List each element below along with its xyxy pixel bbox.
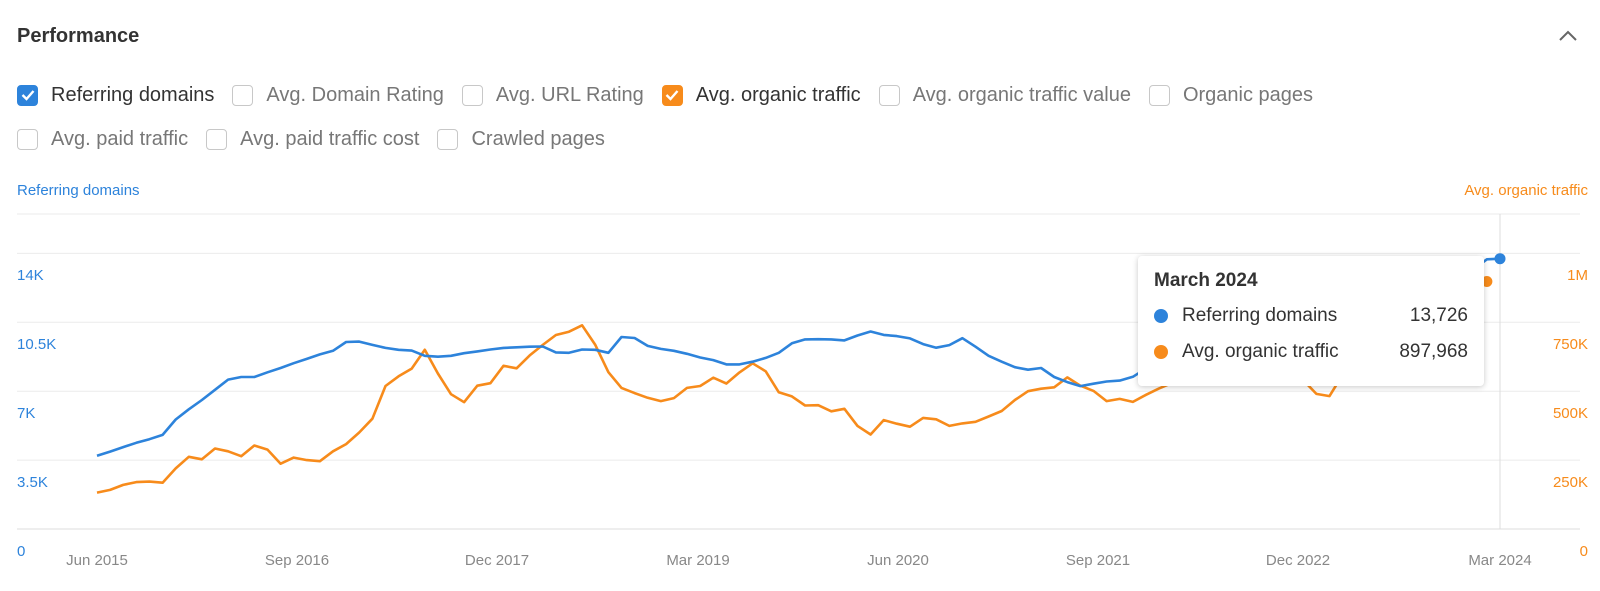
metric-option-label: Crawled pages xyxy=(471,127,605,150)
metric-option[interactable]: Avg. organic traffic xyxy=(661,83,861,107)
tooltip-series-name: Avg. organic traffic xyxy=(1182,341,1339,362)
tooltip-row: Referring domains 13,726 xyxy=(1154,304,1468,328)
checkbox-icon[interactable] xyxy=(232,84,254,106)
metric-option-label: Avg. URL Rating xyxy=(495,83,644,106)
series-point xyxy=(1481,275,1493,287)
metric-option-label: Avg. Domain Rating xyxy=(266,83,444,106)
checkbox-icon[interactable] xyxy=(878,84,900,106)
metric-option[interactable]: Crawled pages xyxy=(437,127,605,151)
tooltip-series-value: 897,968 xyxy=(1399,341,1468,362)
x-tick-label: Sep 2021 xyxy=(1065,552,1131,569)
tooltip-row: Avg. organic traffic 897,968 xyxy=(1154,340,1468,364)
left-tick-label: 0 xyxy=(17,543,26,560)
series-point xyxy=(1494,253,1506,265)
chart-tooltip: March 2024 Referring domains 13,726 Avg.… xyxy=(1138,256,1484,386)
metric-option-label: Avg. paid traffic cost xyxy=(240,127,420,150)
x-tick-label: Jun 2020 xyxy=(867,552,929,569)
right-tick-label: 1M xyxy=(1567,267,1588,285)
options-row: Avg. paid traffic Avg. paid traffic cost C… xyxy=(17,124,1580,154)
checkbox-icon[interactable] xyxy=(461,84,483,106)
metric-option[interactable]: Avg. paid traffic cost xyxy=(206,128,419,151)
tooltip-series-name: Referring domains xyxy=(1182,305,1338,326)
left-tick-label: 7K xyxy=(17,405,36,423)
metric-option-label: Organic pages xyxy=(1182,83,1314,106)
checkbox-icon[interactable] xyxy=(1148,84,1170,106)
metric-option-label: Avg. paid traffic xyxy=(51,127,189,150)
right-axis-title: Avg. organic traffic xyxy=(1464,182,1588,199)
left-axis-title: Referring domains xyxy=(17,182,140,199)
chevron-up-icon[interactable] xyxy=(1556,24,1580,48)
performance-header: Performance xyxy=(17,22,1580,50)
left-tick-label: 14K xyxy=(17,267,44,285)
x-tick-label: Dec 2022 xyxy=(1265,552,1331,569)
metric-option[interactable]: Avg. paid traffic xyxy=(17,128,188,151)
left-tick-label: 10.5K xyxy=(17,336,57,354)
metric-option-label: Referring domains xyxy=(51,83,215,106)
options-row: Referring domains Avg. Domain Rating Avg. … xyxy=(17,80,1580,110)
metric-option[interactable]: Avg. Domain Rating xyxy=(232,84,444,107)
metric-option-label: Avg. organic traffic value xyxy=(912,83,1131,106)
right-tick-label: 750K xyxy=(1552,336,1588,354)
x-tick-label: Jun 2015 xyxy=(66,552,128,569)
checkbox-icon[interactable] xyxy=(437,128,459,150)
x-tick-label: Mar 2019 xyxy=(666,552,730,569)
checkbox-checked-icon[interactable] xyxy=(661,84,683,106)
checkbox-icon[interactable] xyxy=(206,128,228,150)
right-tick-label: 500K xyxy=(1552,405,1588,423)
metric-option[interactable]: Avg. URL Rating xyxy=(461,83,644,107)
tooltip-series-value: 13,726 xyxy=(1409,305,1468,326)
x-tick-label: Dec 2017 xyxy=(464,552,530,569)
right-tick-label: 0 xyxy=(1579,543,1588,560)
metric-option[interactable]: Avg. organic traffic value xyxy=(878,83,1131,107)
series-dot-icon xyxy=(1154,345,1168,359)
metric-options: Referring domains Avg. Domain Rating Avg. … xyxy=(17,80,1580,168)
right-tick-label: 250K xyxy=(1552,474,1588,492)
series-dot-icon xyxy=(1154,309,1168,323)
tooltip-title: March 2024 xyxy=(1154,270,1258,291)
metric-option[interactable]: Referring domains xyxy=(17,84,214,107)
left-tick-label: 3.5K xyxy=(17,474,48,492)
x-tick-label: Mar 2024 xyxy=(1468,552,1532,569)
x-tick-label: Sep 2016 xyxy=(264,552,330,569)
checkbox-icon[interactable] xyxy=(17,128,38,150)
section-title: Performance xyxy=(17,25,140,47)
metric-option-label: Avg. organic traffic xyxy=(695,83,861,106)
metric-option[interactable]: Organic pages xyxy=(1148,83,1314,107)
checkbox-checked-icon[interactable] xyxy=(17,84,38,106)
